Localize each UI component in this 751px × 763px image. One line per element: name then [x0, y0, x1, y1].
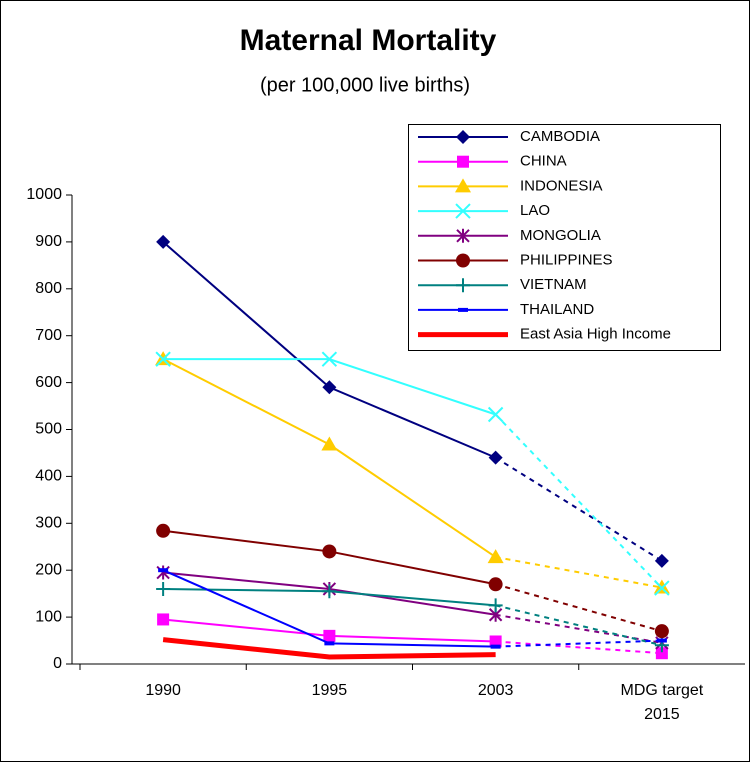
- marker: [156, 523, 171, 538]
- legend-label: East Asia High Income: [520, 326, 671, 343]
- marker: [456, 253, 470, 268]
- series-line-dashed: [494, 413, 663, 589]
- marker: [656, 638, 667, 643]
- series-line-dashed: [495, 556, 663, 589]
- marker: [322, 380, 337, 395]
- marker: [655, 647, 668, 660]
- legend-label: PHILIPPINES: [520, 251, 613, 268]
- marker: [322, 544, 337, 559]
- series-line-dashed: [495, 604, 663, 647]
- marker: [487, 406, 504, 423]
- marker: [156, 234, 171, 249]
- y-tick-label: 900: [35, 233, 62, 250]
- y-tick-label: 200: [35, 561, 62, 578]
- marker: [321, 351, 338, 367]
- x-tick-label-line: 2015: [644, 706, 680, 723]
- legend-label: THAILAND: [520, 301, 594, 318]
- marker: [158, 568, 169, 573]
- y-tick-label: 300: [35, 515, 62, 532]
- marker: [489, 635, 502, 648]
- marker: [455, 178, 471, 193]
- marker: [488, 450, 503, 465]
- series-line: [162, 637, 496, 660]
- x-tick-label: 1995: [312, 682, 348, 699]
- legend-label: LAO: [520, 202, 550, 219]
- marker: [654, 624, 669, 639]
- y-tick-label: 600: [35, 374, 62, 391]
- y-tick-label: 400: [35, 468, 62, 485]
- legend-label: VIETNAM: [520, 276, 587, 293]
- y-tick-label: 0: [53, 655, 62, 672]
- y-tick-label: 100: [35, 608, 62, 625]
- marker: [324, 641, 335, 646]
- marker: [156, 581, 171, 596]
- marker: [321, 436, 338, 451]
- series-line-dashed: [495, 640, 662, 655]
- x-tick-label: 2003: [478, 682, 514, 699]
- legend-label: INDONESIA: [520, 177, 603, 194]
- marker: [487, 549, 504, 564]
- marker: [654, 553, 669, 568]
- chart-subtitle: (per 100,000 live births): [260, 74, 470, 96]
- marker: [488, 577, 503, 592]
- marker: [456, 228, 470, 243]
- chart-title: Maternal Mortality: [240, 24, 497, 57]
- marker: [456, 130, 470, 144]
- marker: [455, 203, 471, 219]
- marker: [323, 629, 336, 642]
- x-tick-label-line: MDG target: [621, 682, 704, 699]
- marker: [654, 580, 670, 596]
- series-line-dashed: [495, 639, 662, 648]
- legend-label: CHINA: [520, 153, 567, 170]
- marker: [653, 579, 670, 594]
- series-line-dashed: [495, 583, 663, 633]
- y-tick-label: 700: [35, 327, 62, 344]
- marker: [457, 155, 469, 168]
- x-tick-label: 1990: [145, 682, 181, 699]
- marker: [322, 584, 337, 599]
- y-tick-label: 500: [35, 421, 62, 438]
- series-line-dashed: [495, 456, 663, 562]
- marker: [490, 644, 501, 649]
- y-tick-label: 1000: [26, 186, 62, 203]
- marker: [458, 307, 468, 312]
- marker: [456, 278, 470, 293]
- legend-label: CAMBODIA: [520, 128, 600, 145]
- marker: [488, 598, 503, 613]
- y-tick-label: 800: [35, 280, 62, 297]
- legend-label: MONGOLIA: [520, 227, 601, 244]
- x-tick-label: MDG target 2015: [621, 682, 704, 723]
- marker: [157, 613, 170, 626]
- marker: [155, 351, 171, 367]
